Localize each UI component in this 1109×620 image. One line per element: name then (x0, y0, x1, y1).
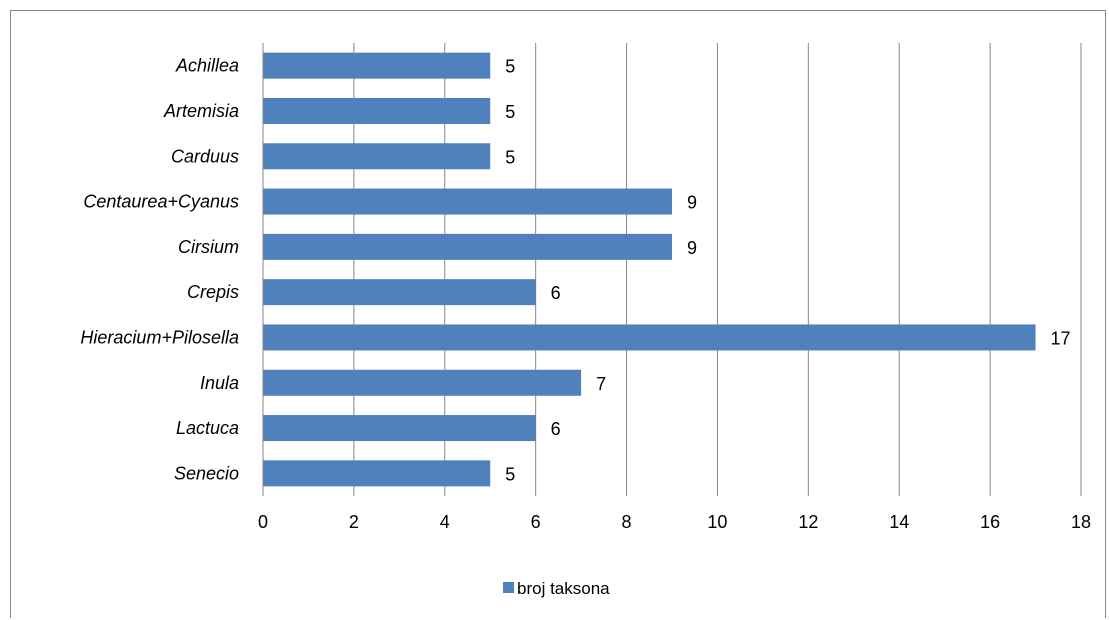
x-tick-label: 10 (707, 512, 727, 532)
bar (263, 279, 536, 306)
bar (263, 97, 491, 124)
x-tick-label: 8 (622, 512, 632, 532)
legend-label: broj taksona (517, 579, 610, 598)
x-tick-label: 14 (889, 512, 909, 532)
bar (263, 52, 491, 79)
data-label: 5 (505, 57, 515, 77)
x-tick-label: 12 (798, 512, 818, 532)
bar (263, 143, 491, 170)
category-label: Achillea (175, 56, 239, 76)
legend: broj taksona (503, 579, 610, 598)
category-label: Crepis (187, 282, 239, 302)
data-label: 6 (551, 419, 561, 439)
x-tick-label: 0 (258, 512, 268, 532)
data-label: 9 (687, 193, 697, 213)
x-tick-label: 6 (531, 512, 541, 532)
category-label: Cirsium (178, 237, 239, 257)
x-tick-label: 16 (980, 512, 1000, 532)
data-label: 5 (505, 464, 515, 484)
data-label: 5 (505, 147, 515, 167)
chart-area (10, 10, 1106, 618)
x-tick-label: 18 (1071, 512, 1091, 532)
data-label: 5 (505, 102, 515, 122)
bar (263, 188, 672, 215)
data-labels: 5 5 5 9 9 6 17 7 6 5 (505, 57, 1070, 485)
x-tick-label: 2 (349, 512, 359, 532)
data-label: 6 (551, 283, 561, 303)
bar (263, 324, 1036, 351)
legend-swatch (503, 582, 514, 593)
x-tick-label: 4 (440, 512, 450, 532)
x-tick-labels: 0 2 4 6 8 10 12 14 16 18 (258, 512, 1091, 532)
category-label: Senecio (174, 463, 239, 483)
category-label: Carduus (171, 146, 239, 166)
category-label: Centaurea+Cyanus (83, 192, 239, 212)
bars (263, 52, 1036, 487)
category-label: Artemisia (163, 101, 239, 121)
data-label: 7 (596, 374, 606, 394)
category-labels: Achillea Artemisia Carduus Centaurea+Cyanus… (80, 56, 239, 484)
category-label: Hieracium+Pilosella (80, 327, 239, 347)
data-label: 9 (687, 238, 697, 258)
category-label: Lactuca (176, 418, 239, 438)
bar (263, 415, 536, 442)
data-label: 17 (1051, 328, 1071, 348)
bar (263, 233, 672, 260)
bar (263, 460, 491, 487)
category-label: Inula (200, 373, 239, 393)
bar (263, 369, 582, 396)
